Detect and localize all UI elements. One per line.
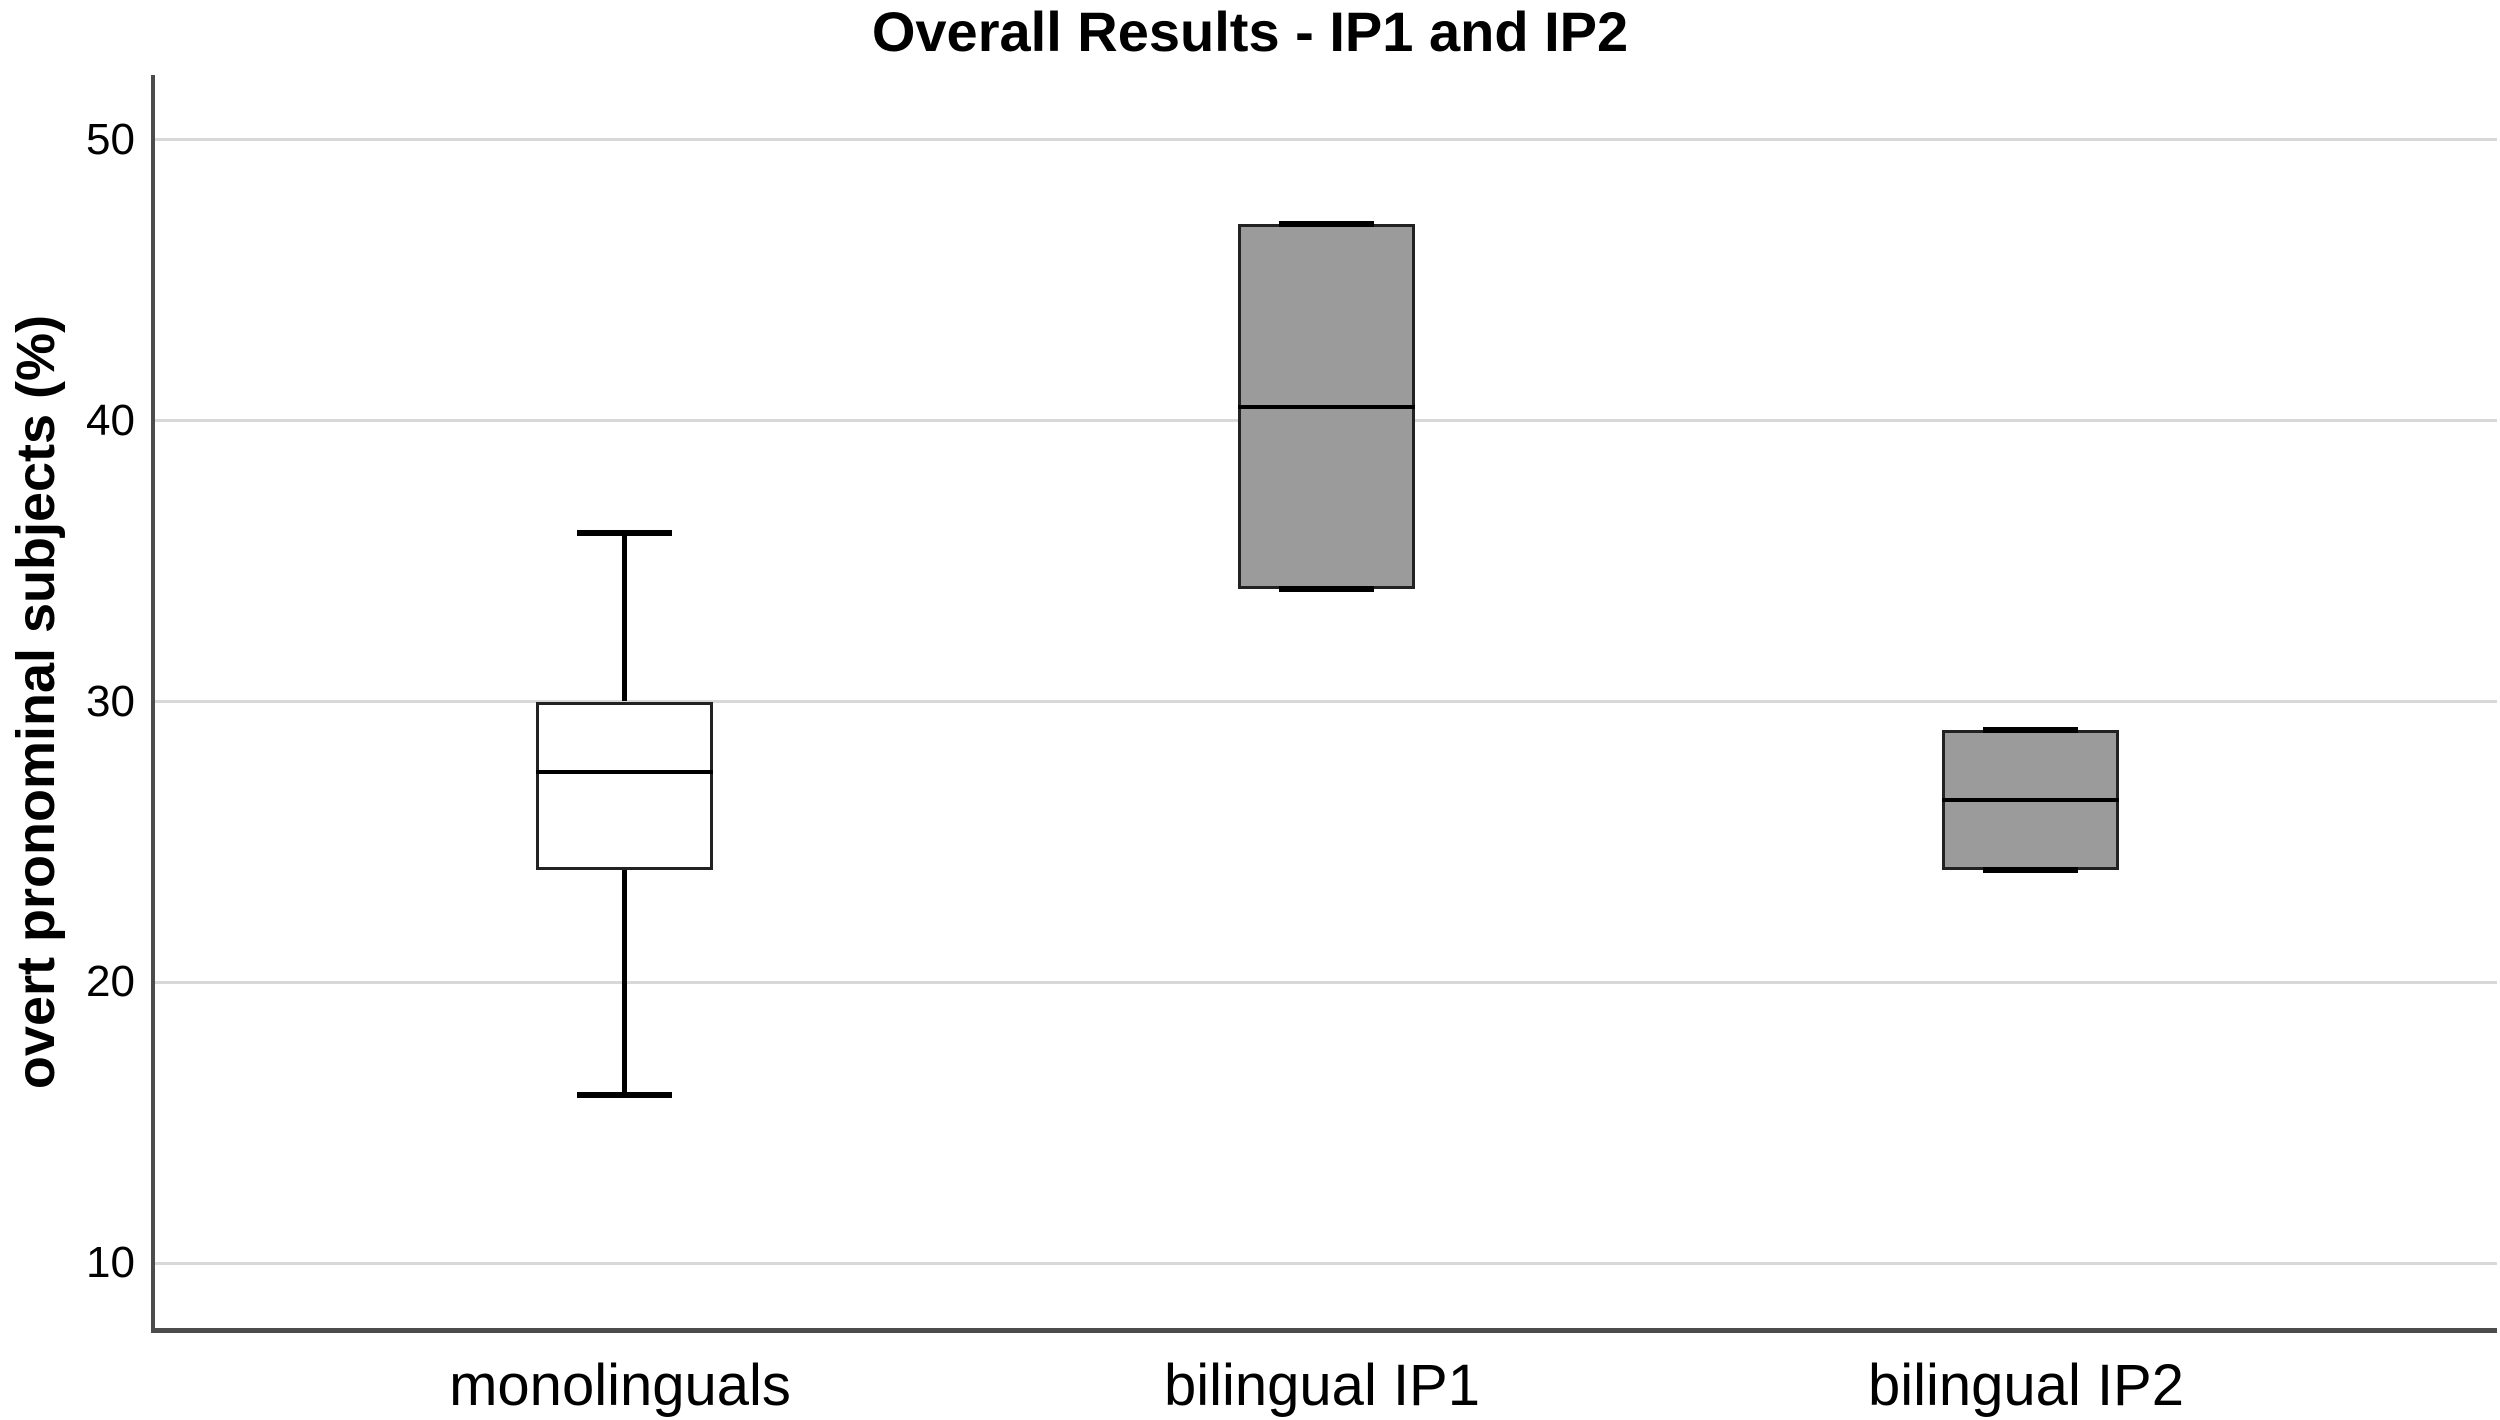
lower-whisker-line — [621, 870, 627, 1095]
plot-area — [151, 75, 2497, 1333]
upper-whisker-cap — [1278, 220, 1374, 227]
gridline-50 — [155, 138, 2497, 142]
y-tick-label-30: 30 — [86, 676, 135, 726]
lower-whisker-cap — [1278, 586, 1374, 593]
upper-whisker-line — [621, 532, 627, 702]
y-tick-label-50: 50 — [86, 114, 135, 164]
upper-whisker-cap — [576, 529, 672, 536]
gridline-10 — [155, 1261, 2497, 1265]
gridline-20 — [155, 980, 2497, 984]
median-line-bilingual-IP2 — [1941, 797, 2119, 802]
median-line-bilingual-IP1 — [1237, 404, 1415, 409]
lower-whisker-cap — [1982, 867, 2078, 874]
x-category-label-monolinguals: monolinguals — [449, 1353, 791, 1418]
y-tick-label-20: 20 — [86, 957, 135, 1007]
iqr-box-monolinguals — [535, 701, 713, 871]
x-category-label-bilingual-IP2: bilingual IP2 — [1868, 1353, 2184, 1418]
upper-whisker-cap — [1982, 726, 2078, 733]
lower-whisker-cap — [576, 1091, 672, 1098]
y-tick-label-40: 40 — [86, 395, 135, 445]
y-tick-label-10: 10 — [86, 1238, 135, 1288]
x-category-label-bilingual-IP1: bilingual IP1 — [1164, 1353, 1480, 1418]
chart-title: Overall Results - IP1 and IP2 — [871, 0, 1629, 63]
gridline-30 — [155, 700, 2497, 703]
median-line-monolinguals — [535, 769, 713, 774]
